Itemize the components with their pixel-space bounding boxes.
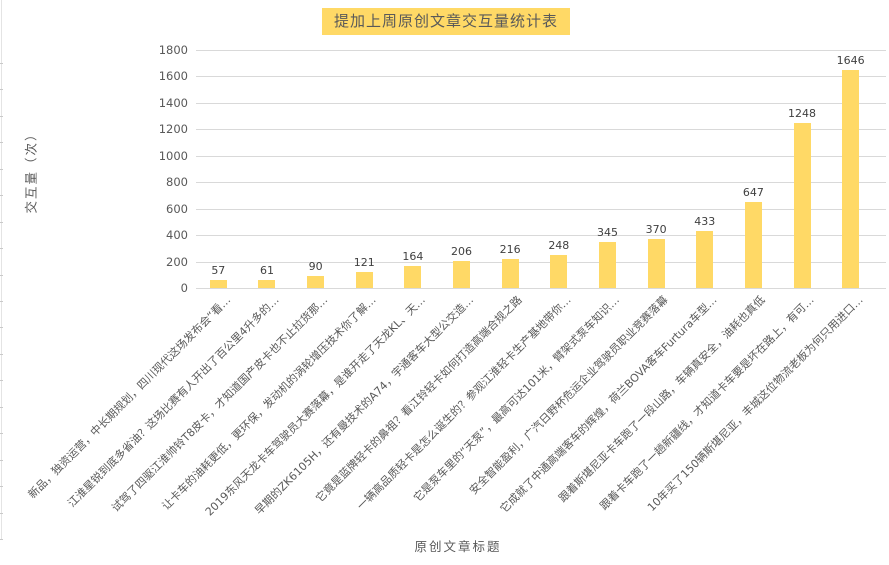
y-axis-tick-label: 400 xyxy=(166,228,188,243)
bar xyxy=(355,272,373,288)
bar xyxy=(404,266,422,288)
worksheet-row-tick xyxy=(0,459,3,461)
bar xyxy=(453,260,471,288)
bar-value-label: 647 xyxy=(742,186,764,200)
y-axis-tick-label: 200 xyxy=(166,254,188,269)
bar xyxy=(647,239,665,288)
y-axis-tick-label: 1800 xyxy=(158,43,188,57)
worksheet-row-tick xyxy=(0,115,3,117)
worksheet-row-tick xyxy=(0,168,3,170)
bar xyxy=(258,279,276,288)
worksheet-row-tick xyxy=(0,274,3,276)
bar-value-label: 1646 xyxy=(836,54,865,68)
worksheet-row-tick xyxy=(0,486,3,488)
worksheet-row-tick xyxy=(0,539,3,540)
bar-value-label: 61 xyxy=(259,263,274,277)
y-axis-tick-label: 1000 xyxy=(158,148,188,163)
bar-value-label: 1248 xyxy=(788,106,817,120)
bar xyxy=(209,280,227,288)
gridline xyxy=(196,235,886,237)
y-axis-tick-label: 0 xyxy=(180,281,188,295)
worksheet-row-tick xyxy=(0,301,3,302)
worksheet-row-tick xyxy=(0,433,3,435)
worksheet-row-tick xyxy=(0,248,3,250)
bar xyxy=(842,70,860,288)
bar xyxy=(598,242,616,288)
worksheet-row-tick xyxy=(0,195,3,197)
bar-value-label: 248 xyxy=(548,239,570,253)
gridline xyxy=(196,182,886,184)
bar-value-label: 216 xyxy=(499,243,521,257)
worksheet-row-tick xyxy=(0,89,3,91)
y-axis-tick-label: 1600 xyxy=(158,69,188,84)
gridline xyxy=(196,288,886,289)
worksheet-row-tick xyxy=(0,327,3,329)
worksheet-row-tick xyxy=(0,63,3,64)
worksheet-row-tick xyxy=(0,353,3,355)
bar-value-label: 164 xyxy=(402,250,424,264)
bar-value-label: 57 xyxy=(211,264,226,278)
y-axis-tick-label: 600 xyxy=(166,201,188,216)
bar-value-label: 433 xyxy=(694,214,716,228)
gridline xyxy=(196,76,886,78)
worksheet-row-tick xyxy=(0,380,3,382)
worksheet-row-tick xyxy=(0,221,3,223)
bar-value-label: 206 xyxy=(451,244,473,258)
y-axis-title: 交互量（次） xyxy=(23,126,39,214)
gridline xyxy=(196,208,886,210)
gridline xyxy=(196,155,886,157)
bar-value-label: 345 xyxy=(596,226,618,240)
worksheet-edge-line xyxy=(1,0,2,540)
y-axis-tick-label: 1200 xyxy=(158,122,188,137)
x-axis-title: 原创文章标题 xyxy=(414,539,502,554)
gridline xyxy=(196,129,886,131)
bar xyxy=(744,202,762,288)
chart-title: 提加上周原创文章交互量统计表 xyxy=(321,8,571,35)
bar xyxy=(793,122,811,288)
bar xyxy=(501,259,519,288)
bar-value-label: 370 xyxy=(645,223,667,237)
bar-value-label: 121 xyxy=(353,256,375,269)
y-axis-tick-label: 800 xyxy=(166,175,188,190)
worksheet-row-tick xyxy=(0,512,3,514)
bar-value-label: 90 xyxy=(308,260,323,274)
y-axis-tick-label: 1400 xyxy=(158,95,188,110)
worksheet-row-tick xyxy=(0,406,3,408)
gridline xyxy=(196,102,886,104)
gridline xyxy=(196,50,886,51)
bar xyxy=(307,276,325,288)
bar xyxy=(696,230,714,288)
bar xyxy=(550,255,568,288)
gridline xyxy=(196,261,886,263)
worksheet-row-tick xyxy=(0,142,3,144)
